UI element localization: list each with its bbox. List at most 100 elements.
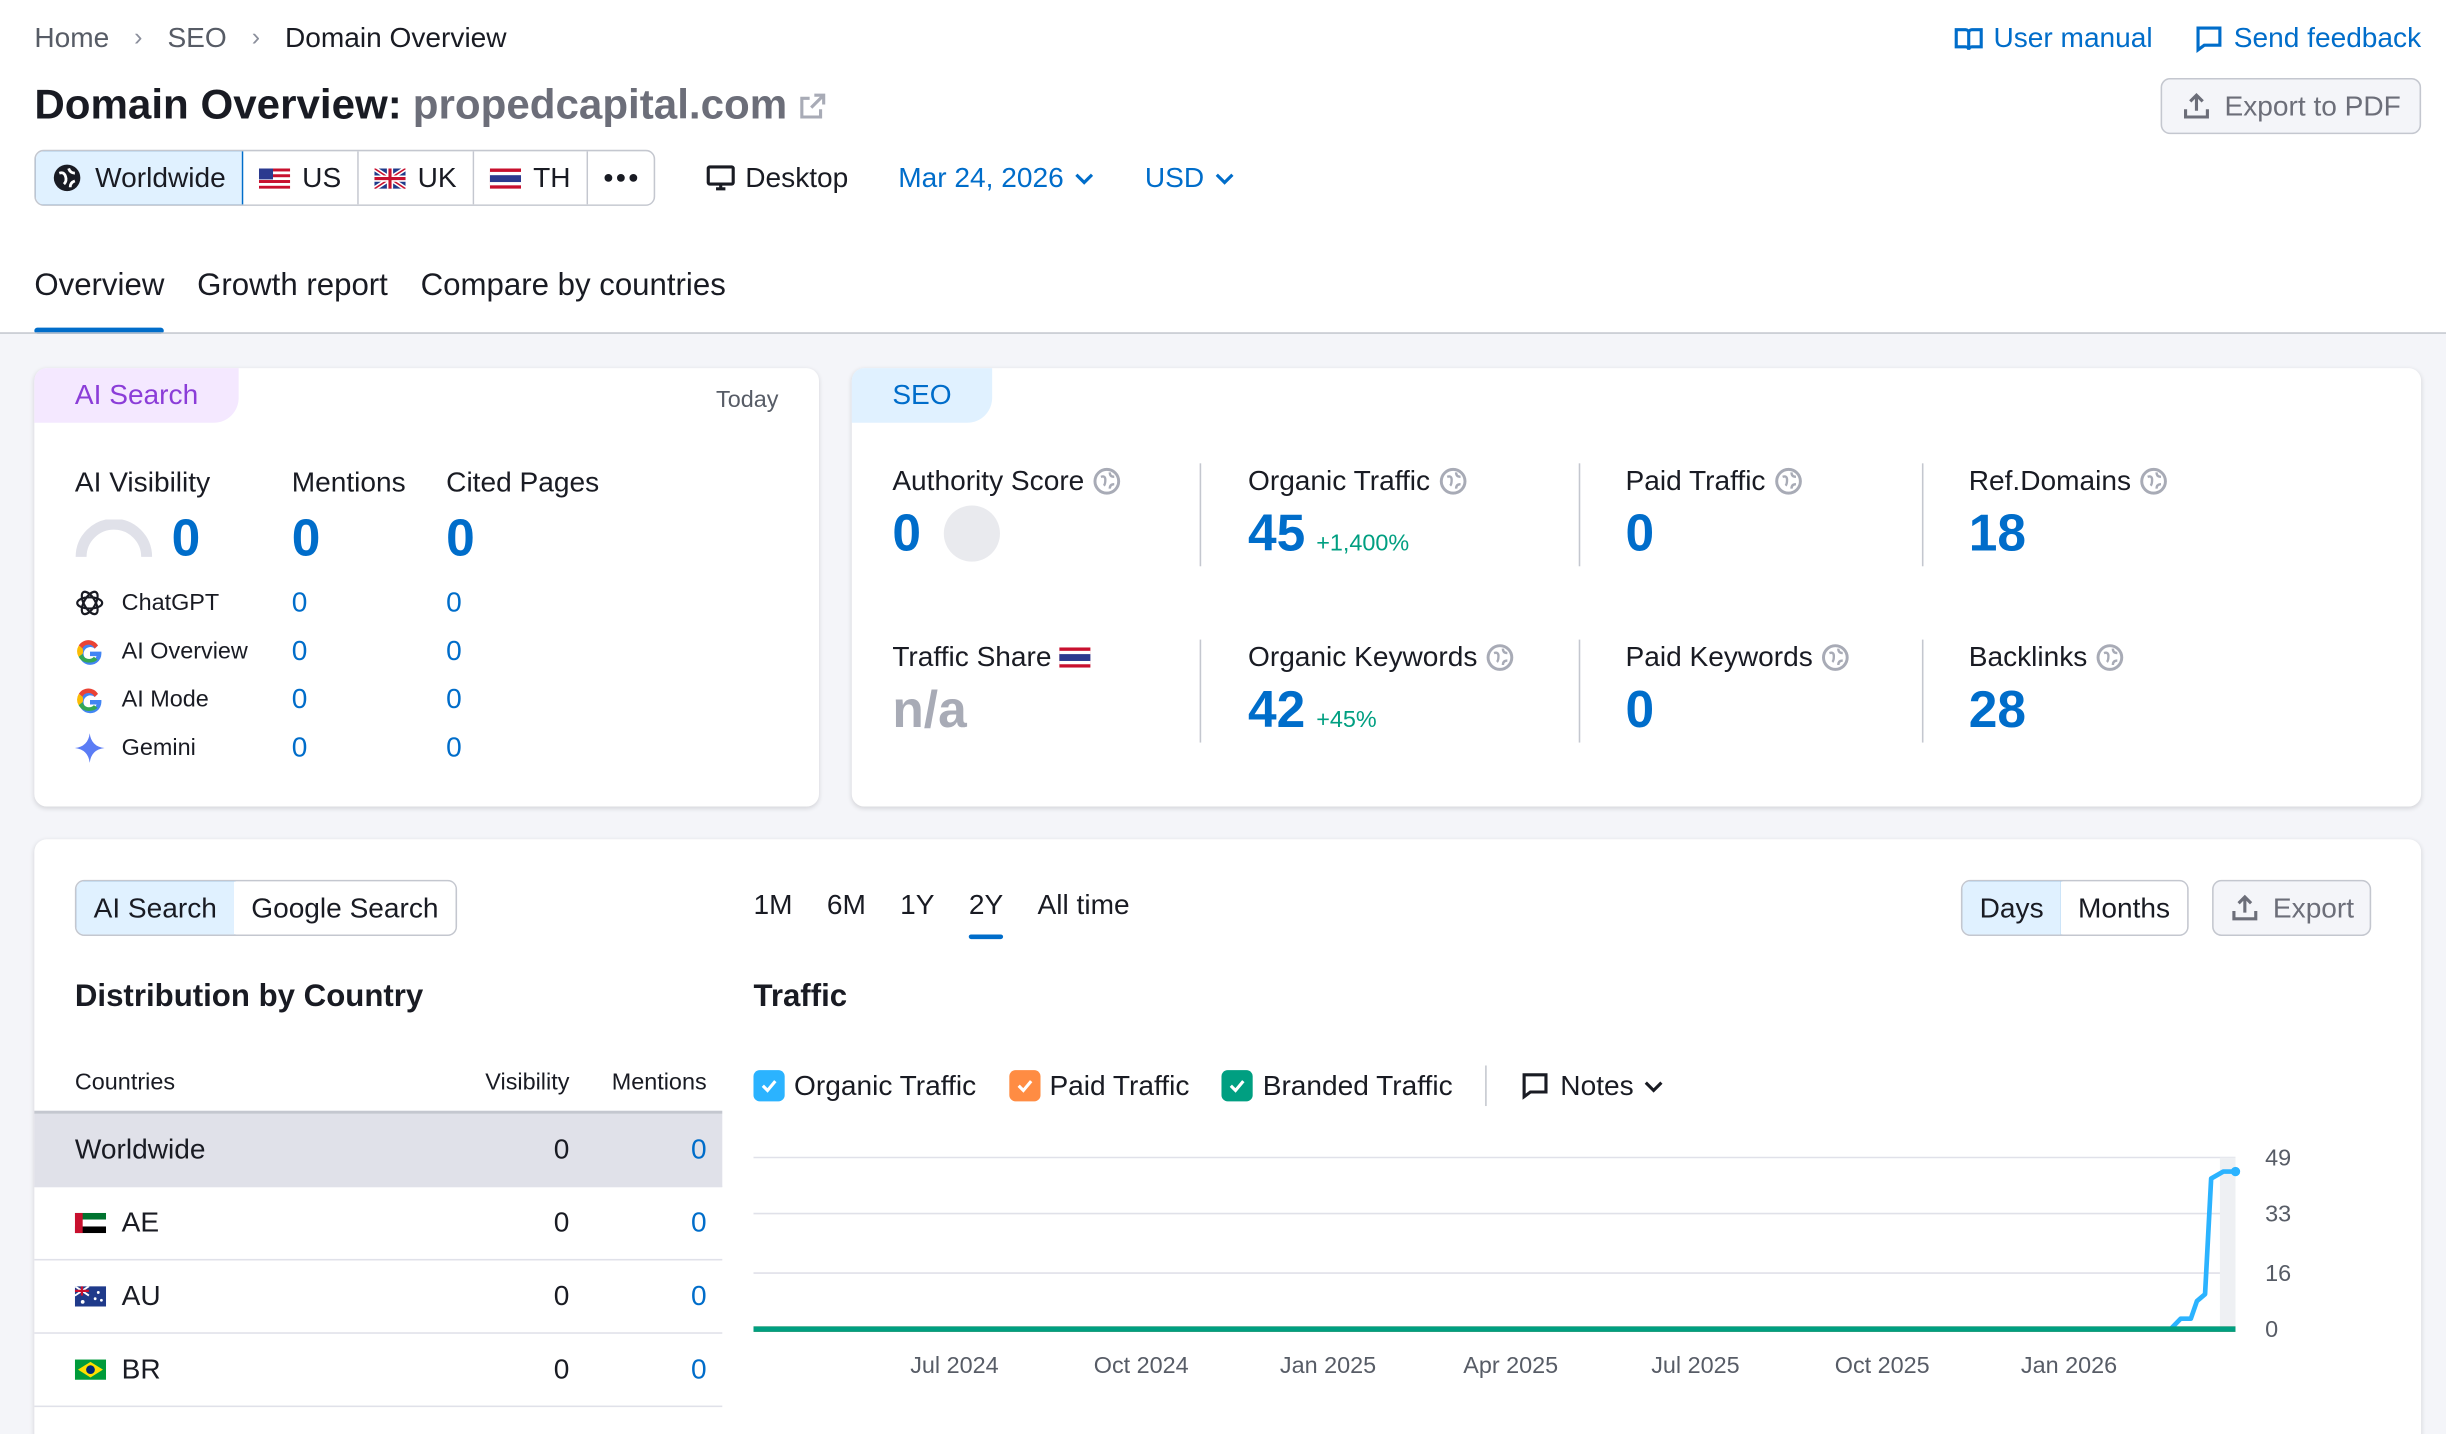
country-mentions[interactable]: 0 — [691, 1133, 707, 1165]
mentions-header[interactable]: Mentions — [611, 1069, 707, 1096]
google-icon — [77, 640, 102, 665]
date-label: Mar 24, 2026 — [898, 161, 1064, 193]
google-search-toggle[interactable]: Google Search — [234, 881, 456, 935]
legend-organic-traffic[interactable]: Organic Traffic — [753, 1069, 976, 1102]
ai-visibility-value[interactable]: 0 — [171, 508, 201, 567]
checkbox-checked-icon — [753, 1070, 785, 1102]
gemini-cited[interactable]: 0 — [446, 731, 462, 763]
period-all-time[interactable]: All time — [1037, 889, 1130, 921]
date-selector[interactable]: Mar 24, 2026 — [898, 161, 1095, 194]
export-button[interactable]: Export — [2212, 879, 2372, 936]
period-1m[interactable]: 1M — [753, 889, 793, 921]
table-row[interactable]: AU 0 0 — [34, 1260, 723, 1334]
user-manual-link[interactable]: User manual — [1953, 22, 2153, 55]
ai-overview-cited[interactable]: 0 — [446, 634, 462, 667]
currency-selector[interactable]: USD — [1145, 161, 1236, 194]
device-selector[interactable]: Desktop — [705, 161, 848, 194]
country-mentions[interactable]: 0 — [691, 1353, 707, 1385]
user-manual-label: User manual — [1993, 21, 2153, 54]
ai-search-toggle[interactable]: AI Search — [76, 881, 236, 935]
comment-icon — [1522, 1073, 1548, 1100]
external-link-icon[interactable] — [797, 90, 828, 121]
organic-keywords-value[interactable]: 42 — [1248, 680, 1306, 738]
table-row[interactable]: BR 0 0 — [34, 1334, 723, 1408]
db-th-label: TH — [533, 161, 571, 193]
chevron-down-icon — [1075, 173, 1093, 185]
checkbox-checked-icon — [1222, 1070, 1254, 1102]
authority-score-value[interactable]: 0 — [892, 503, 921, 562]
legend-branded-traffic[interactable]: Branded Traffic — [1222, 1069, 1453, 1102]
more-databases-button[interactable] — [587, 151, 654, 205]
traffic-chart[interactable]: 0 16 33 49 Jul 2024 Oct 2024 Jan 2025 Apr 2025 J… — [753, 1145, 2375, 1395]
chatgpt-mentions[interactable]: 0 — [291, 586, 308, 618]
country-mentions[interactable]: 0 — [691, 1206, 707, 1238]
chevron-right-icon: › — [134, 24, 143, 51]
chevron-down-icon — [1215, 173, 1234, 185]
ai-mode-mentions[interactable]: 0 — [291, 683, 308, 715]
ai-row-ai-overview: AI Overview — [73, 635, 248, 668]
days-toggle[interactable]: Days — [1962, 881, 2063, 935]
countries-header: Countries — [74, 1069, 176, 1096]
country-name: BR — [121, 1353, 161, 1385]
y-tick-label: 33 — [2265, 1200, 2291, 1226]
table-row[interactable]: AE 0 0 — [34, 1187, 723, 1261]
mentions-value[interactable]: 0 — [291, 508, 321, 567]
chatgpt-cited[interactable]: 0 — [446, 586, 462, 618]
export-pdf-button[interactable]: Export to PDF — [2160, 78, 2422, 135]
ai-row-gemini: Gemini — [73, 732, 196, 765]
gemini-mentions[interactable]: 0 — [291, 731, 308, 763]
db-us-button[interactable]: US — [242, 151, 359, 205]
ref-domains-value[interactable]: 18 — [1968, 503, 2027, 562]
send-feedback-link[interactable]: Send feedback — [2193, 22, 2421, 55]
database-selector: Worldwide US UK TH — [34, 149, 655, 206]
notes-label: Notes — [1560, 1069, 1634, 1101]
period-6m[interactable]: 6M — [826, 889, 866, 921]
period-1y[interactable]: 1Y — [900, 889, 935, 921]
google-icon — [77, 688, 102, 714]
legend-label: Branded Traffic — [1262, 1069, 1453, 1101]
x-tick-label: Apr 2025 — [1463, 1352, 1558, 1378]
paid-keywords-value[interactable]: 0 — [1625, 680, 1655, 738]
ai-period-label: Today — [715, 386, 779, 414]
ai-mode-cited[interactable]: 0 — [446, 683, 462, 715]
upload-icon — [2183, 92, 2209, 119]
visibility-header[interactable]: Visibility — [485, 1069, 570, 1096]
table-row[interactable]: Worldwide 0 0 — [34, 1113, 723, 1188]
country-name: Worldwide — [74, 1133, 206, 1165]
organic-traffic-change: +1,400% — [1316, 530, 1410, 557]
country-mentions[interactable]: 0 — [691, 1279, 707, 1312]
period-2y[interactable]: 2Y — [968, 889, 1004, 940]
organic-traffic-value[interactable]: 45 — [1248, 503, 1306, 562]
paid-traffic-value[interactable]: 0 — [1625, 503, 1655, 562]
tab-overview[interactable]: Overview — [34, 268, 165, 334]
ai-overview-mentions[interactable]: 0 — [291, 634, 308, 667]
x-tick-label: Jul 2025 — [1651, 1352, 1739, 1378]
legend-divider — [1485, 1065, 1487, 1107]
backlinks-label: Backlinks — [1968, 641, 2088, 673]
mentions-label: Mentions — [291, 466, 406, 498]
organic-traffic-metric: Organic Traffic 45 +1,400% — [1248, 465, 1468, 563]
breadcrumb-home[interactable]: Home — [34, 21, 110, 54]
distribution-title: Distribution by Country — [74, 979, 424, 1014]
months-toggle[interactable]: Months — [2060, 881, 2188, 935]
ai-row-chatgpt: ChatGPT — [73, 587, 219, 620]
period-selector: 1M 6M 1Y 2Y All time — [753, 889, 1130, 940]
cited-pages-value[interactable]: 0 — [446, 508, 475, 567]
organic-keywords-label: Organic Keywords — [1248, 641, 1478, 673]
notes-dropdown[interactable]: Notes — [1520, 1069, 1665, 1102]
tab-growth-report[interactable]: Growth report — [197, 268, 388, 303]
chevron-right-icon: › — [251, 24, 261, 51]
db-uk-button[interactable]: UK — [358, 151, 474, 205]
globe-icon — [1822, 644, 1849, 671]
db-worldwide-button[interactable]: Worldwide — [35, 151, 243, 205]
db-th-button[interactable]: TH — [473, 151, 588, 205]
legend-label: Paid Traffic — [1049, 1069, 1190, 1101]
gemini-icon — [74, 733, 105, 763]
traffic-share-metric: Traffic Share n/a — [892, 641, 1091, 739]
legend-paid-traffic[interactable]: Paid Traffic — [1008, 1069, 1190, 1102]
backlinks-value[interactable]: 28 — [1968, 680, 2027, 738]
breadcrumb-seo[interactable]: SEO — [167, 21, 227, 54]
tab-compare-by-countries[interactable]: Compare by countries — [420, 268, 726, 303]
traffic-title: Traffic — [753, 979, 848, 1014]
visibility-gauge — [75, 519, 153, 558]
